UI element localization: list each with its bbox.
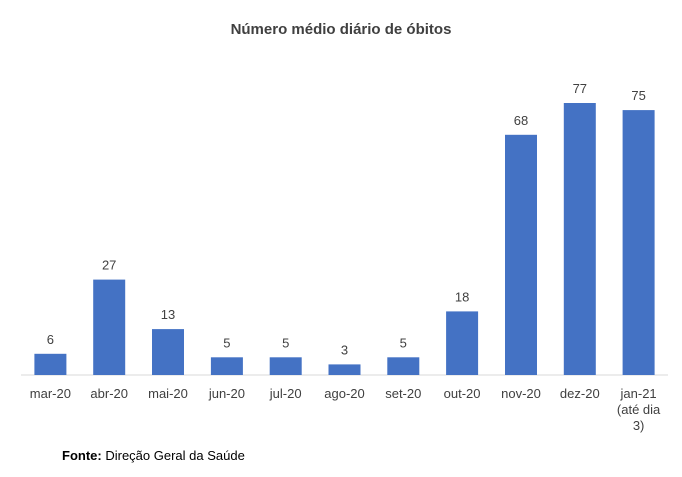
data-label: 75 xyxy=(631,88,645,103)
data-label: 18 xyxy=(455,289,469,304)
tick-label: set-20 xyxy=(385,386,421,401)
tick-label: abr-20 xyxy=(90,386,128,401)
data-label: 6 xyxy=(47,332,54,347)
tick-label: nov-20 xyxy=(501,386,541,401)
tick-label: dez-20 xyxy=(560,386,600,401)
bar xyxy=(269,357,302,375)
bar xyxy=(34,353,67,375)
chart-title: Número médio diário de óbitos xyxy=(230,21,452,38)
bar xyxy=(505,134,537,375)
source-label: Fonte: xyxy=(62,448,102,463)
tick-labels-group: mar-20 abr-20 mai-20 jun-20 jul-20 ago-20 set-… xyxy=(30,386,661,433)
bar xyxy=(622,110,655,375)
data-label: 5 xyxy=(400,335,407,350)
bar xyxy=(328,364,361,375)
bars-group xyxy=(34,103,655,375)
bar xyxy=(210,357,243,375)
bar xyxy=(387,357,420,375)
tick-label: jul-20 xyxy=(269,386,302,401)
tick-label: jun-20 xyxy=(208,386,245,401)
source-note: Fonte: Direção Geral da Saúde xyxy=(62,448,245,463)
data-label: 5 xyxy=(282,335,289,350)
tick-label: out-20 xyxy=(444,386,481,401)
data-label: 3 xyxy=(341,342,348,357)
bar xyxy=(446,311,479,375)
source-text: Direção Geral da Saúde xyxy=(105,448,245,463)
tick-label: ago-20 xyxy=(324,386,364,401)
data-labels-group: 6 27 13 5 5 3 5 18 68 77 75 xyxy=(47,81,646,357)
data-label: 27 xyxy=(102,258,116,273)
bar xyxy=(563,103,596,375)
tick-label: mai-20 xyxy=(148,386,188,401)
tick-label: jan-21 (até dia 3) xyxy=(617,386,661,433)
data-label: 68 xyxy=(514,113,528,128)
bar xyxy=(93,279,126,375)
data-label: 5 xyxy=(223,335,230,350)
data-label: 13 xyxy=(161,307,175,322)
data-label: 77 xyxy=(573,81,587,96)
tick-label: mar-20 xyxy=(30,386,71,401)
bar xyxy=(152,329,184,375)
